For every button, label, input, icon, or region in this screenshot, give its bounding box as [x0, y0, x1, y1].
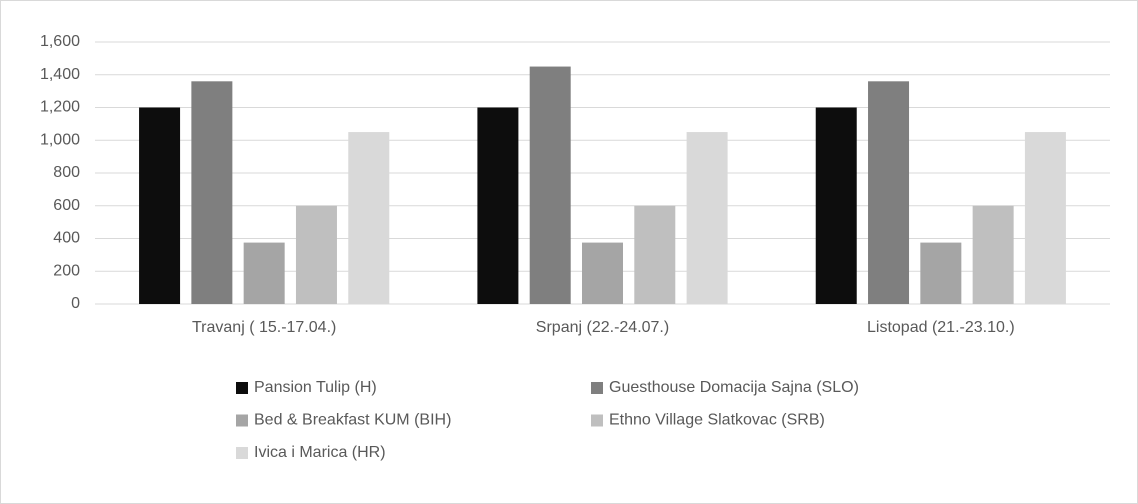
y-tick-label: 800 [53, 164, 80, 181]
bar [139, 107, 181, 304]
bar [348, 132, 390, 304]
legend-swatch [236, 447, 248, 459]
bar [477, 107, 519, 304]
bar [634, 205, 676, 304]
y-tick-label: 600 [53, 197, 80, 214]
bar [972, 205, 1014, 304]
legend-label: Ivica i Marica (HR) [254, 444, 386, 461]
bar [920, 242, 962, 304]
legend-label: Pansion Tulip (H) [254, 379, 377, 396]
legend-swatch [591, 414, 603, 427]
legend-swatch [591, 382, 603, 394]
bar [295, 205, 337, 304]
x-tick-label: Travanj ( 15.-17.04.) [192, 319, 336, 336]
y-tick-label: 1,200 [40, 99, 80, 116]
bar [582, 242, 623, 304]
bar [686, 132, 728, 304]
bar [815, 107, 857, 304]
bar [868, 81, 910, 304]
legend-label: Bed & Breakfast KUM (BIH) [254, 412, 451, 429]
legend-label: Guesthouse Domacija Sajna (SLO) [609, 379, 859, 396]
bar [1024, 132, 1066, 304]
bar [529, 66, 571, 304]
legend-label: Ethno Village Slatkovac (SRB) [609, 412, 825, 429]
y-tick-label: 1,600 [40, 33, 80, 50]
x-tick-label: Srpanj (22.-24.07.) [536, 319, 669, 336]
x-tick-label: Listopad (21.-23.10.) [867, 319, 1015, 336]
legend-swatch [236, 414, 248, 427]
y-tick-label: 0 [71, 295, 80, 312]
bar [243, 242, 285, 304]
y-tick-label: 200 [53, 262, 80, 279]
y-tick-label: 1,400 [40, 66, 80, 83]
bar [191, 81, 233, 304]
y-tick-label: 400 [53, 230, 80, 247]
y-tick-label: 1,000 [40, 131, 80, 148]
legend-swatch [236, 382, 248, 394]
